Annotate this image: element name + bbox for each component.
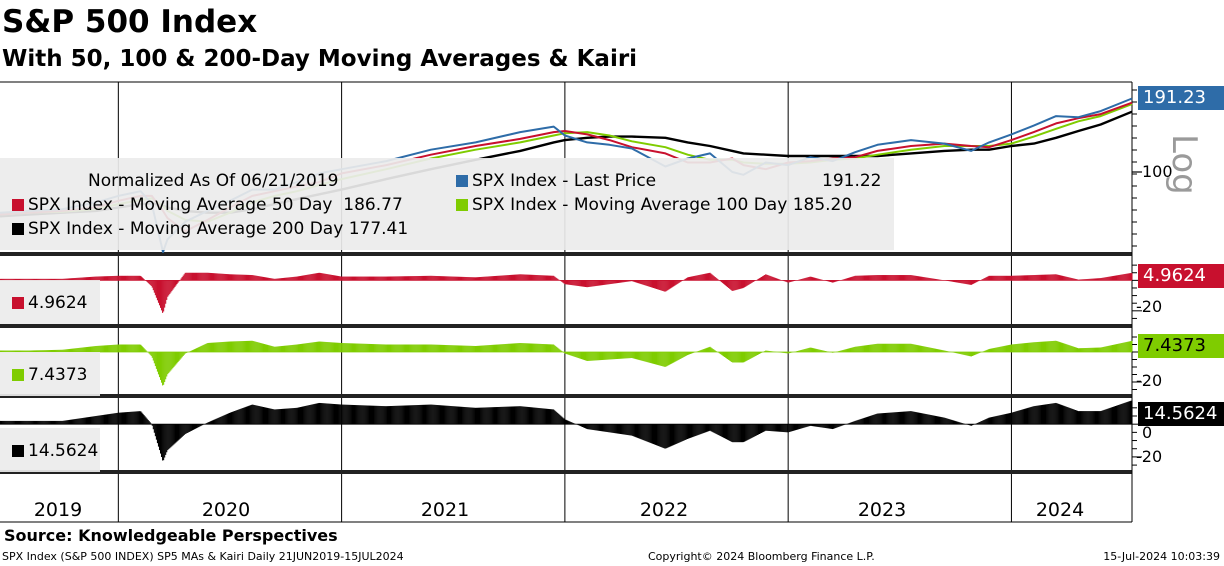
- x-tick-2022: 2022: [639, 499, 689, 521]
- kairi50-last-value-tag: 4.9624: [1138, 264, 1224, 288]
- x-tick-2024: 2024: [1035, 499, 1085, 521]
- legend-ma100: SPX Index - Moving Average 100 Day 185.2…: [456, 194, 852, 216]
- kairi100-legend: 7.4373: [12, 364, 87, 386]
- panel-separator-3: [0, 470, 1132, 474]
- axis-ticks: [1132, 89, 1142, 466]
- panel-separator-1: [0, 324, 1132, 328]
- kairi200-y-tick-neg20: -20: [1136, 447, 1163, 466]
- kairi-series-0: [0, 272, 1133, 313]
- ma100-swatch-icon: [456, 199, 468, 211]
- kairi50-y-tick-neg20: -20: [1136, 297, 1163, 316]
- kairi200-legend-box: 14.5624: [0, 428, 100, 472]
- footer-copyright: Copyright© 2024 Bloomberg Finance L.P.: [648, 550, 875, 563]
- panel-frames: [0, 81, 1133, 523]
- log-scale-label: Log: [1164, 134, 1204, 195]
- kairi50-legend: 4.9624: [12, 292, 87, 314]
- kairi-histograms: [0, 272, 1133, 461]
- price-swatch-icon: [456, 175, 468, 187]
- legend-ma200-value: 177.41: [348, 219, 409, 239]
- legend-ma100-value: 185.20: [792, 195, 853, 215]
- legend-ma50-label: SPX Index - Moving Average 50 Day: [28, 195, 333, 215]
- x-tick-2021: 2021: [420, 499, 470, 521]
- legend-price-label: SPX Index - Last Price: [472, 171, 657, 191]
- panel-separator-2: [0, 394, 1132, 398]
- panel-separator-0: [0, 252, 1132, 256]
- kairi100-y-tick-neg20: -20: [1136, 371, 1163, 390]
- kairi200-legend-value: 14.5624: [28, 441, 99, 461]
- kairi100-legend-box: 7.4373: [0, 352, 100, 396]
- kairi100-last-value-tag: 7.4373: [1138, 334, 1224, 358]
- kairi100-swatch-icon: [12, 369, 24, 381]
- kairi50-swatch-icon: [12, 297, 24, 309]
- footer-left: SPX Index (S&P 500 INDEX) SP5 MAs & Kair…: [2, 550, 404, 563]
- legend-ma200-label: SPX Index - Moving Average 200 Day: [28, 219, 344, 239]
- kairi200-swatch-icon: [12, 445, 24, 457]
- ma50-swatch-icon: [12, 199, 24, 211]
- legend-price-value: 191.22: [822, 171, 882, 191]
- legend-normalized: Normalized As Of 06/21/2019: [88, 171, 339, 191]
- x-tick-2019: 2019: [33, 499, 83, 521]
- kairi-series-2: [0, 400, 1133, 461]
- footer-timestamp: 15-Jul-2024 10:03:39: [1103, 550, 1220, 563]
- kairi200-last-value-tag: 14.5624: [1138, 402, 1224, 426]
- legend-ma100-label: SPX Index - Moving Average 100 Day: [472, 195, 788, 215]
- legend-box: Normalized As Of 06/21/2019 SPX Index - …: [0, 158, 894, 250]
- kairi50-legend-value: 4.9624: [28, 293, 88, 313]
- kairi200-y-tick-zero: 0: [1142, 423, 1153, 442]
- legend-price: SPX Index - Last Price: [456, 170, 656, 192]
- x-tick-2020: 2020: [201, 499, 251, 521]
- main-y-tick-100: 100: [1142, 162, 1173, 181]
- chart-subtitle: With 50, 100 & 200-Day Moving Averages &…: [2, 46, 638, 72]
- ma200-swatch-icon: [12, 223, 24, 235]
- kairi50-legend-box: 4.9624: [0, 280, 100, 324]
- legend-ma50-value: 186.77: [343, 195, 403, 215]
- legend-ma50: SPX Index - Moving Average 50 Day 186.77: [12, 194, 403, 216]
- x-tick-2023: 2023: [857, 499, 907, 521]
- price-last-value-tag: 191.23: [1138, 86, 1224, 110]
- chart-title: S&P 500 Index: [2, 4, 258, 40]
- kairi100-legend-value: 7.4373: [28, 365, 88, 385]
- kairi-series-1: [0, 340, 1133, 386]
- kairi200-legend: 14.5624: [12, 440, 98, 462]
- year-gridlines: [117, 82, 1012, 522]
- legend-ma200: SPX Index - Moving Average 200 Day 177.4…: [12, 218, 408, 240]
- source-note: Source: Knowledgeable Perspectives: [4, 526, 338, 545]
